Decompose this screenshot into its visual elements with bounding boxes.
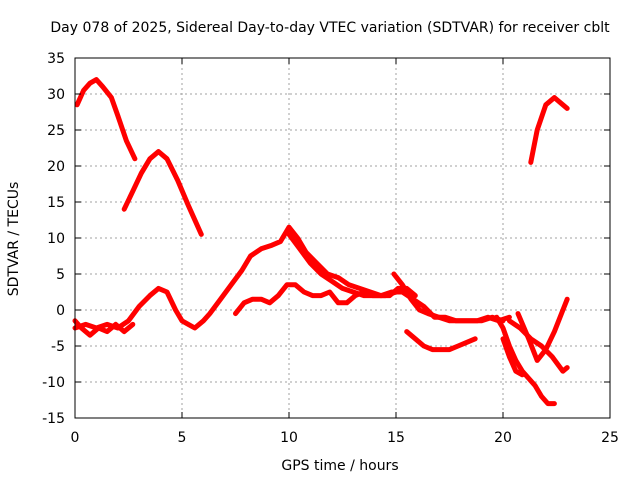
series-line-arc-3 — [528, 95, 570, 165]
x-tick-label: 15 — [387, 430, 405, 446]
y-tick-label: 15 — [47, 195, 65, 211]
y-tick-label: 20 — [47, 159, 65, 175]
y-tick-label: 0 — [56, 303, 65, 319]
axis-ticks: 0 5 10 15 20 25 -15 -10 -5 0 5 10 15 20 25 30 35 — [42, 51, 619, 446]
y-tick-label: 35 — [47, 51, 65, 67]
y-tick-label: -5 — [51, 339, 65, 355]
series-line-arc-1 — [74, 77, 138, 162]
series-line-arc-10 — [494, 314, 557, 407]
x-tick-label: 10 — [280, 430, 298, 446]
series-line-arc-6 — [233, 282, 418, 317]
grid — [75, 58, 610, 418]
x-tick-label: 25 — [601, 430, 619, 446]
series-line-arc-11 — [500, 336, 525, 378]
series-line-arc-7 — [286, 231, 399, 299]
series-line-arc-13 — [515, 296, 570, 363]
series-layer — [72, 77, 570, 407]
x-tick-label: 0 — [71, 430, 80, 446]
x-tick-label: 20 — [494, 430, 512, 446]
x-tick-label: 5 — [178, 430, 187, 446]
y-tick-label: -15 — [42, 411, 65, 427]
y-axis-label: SDTVAR / TECUs — [6, 182, 22, 297]
y-tick-label: 25 — [47, 123, 65, 139]
y-tick-label: -10 — [42, 375, 65, 391]
y-tick-label: 30 — [47, 87, 65, 103]
series-line-arc-12 — [506, 318, 570, 374]
series-line-arc-9 — [391, 271, 506, 324]
series-line-arc-2 — [121, 149, 204, 237]
y-tick-label: 5 — [56, 267, 65, 283]
y-tick-label: 10 — [47, 231, 65, 247]
series-line-arc-8 — [404, 329, 478, 353]
chart-title: Day 078 of 2025, Sidereal Day-to-day VTE… — [50, 20, 610, 36]
x-axis-label: GPS time / hours — [281, 458, 398, 474]
series-line-arc-5 — [72, 318, 136, 338]
